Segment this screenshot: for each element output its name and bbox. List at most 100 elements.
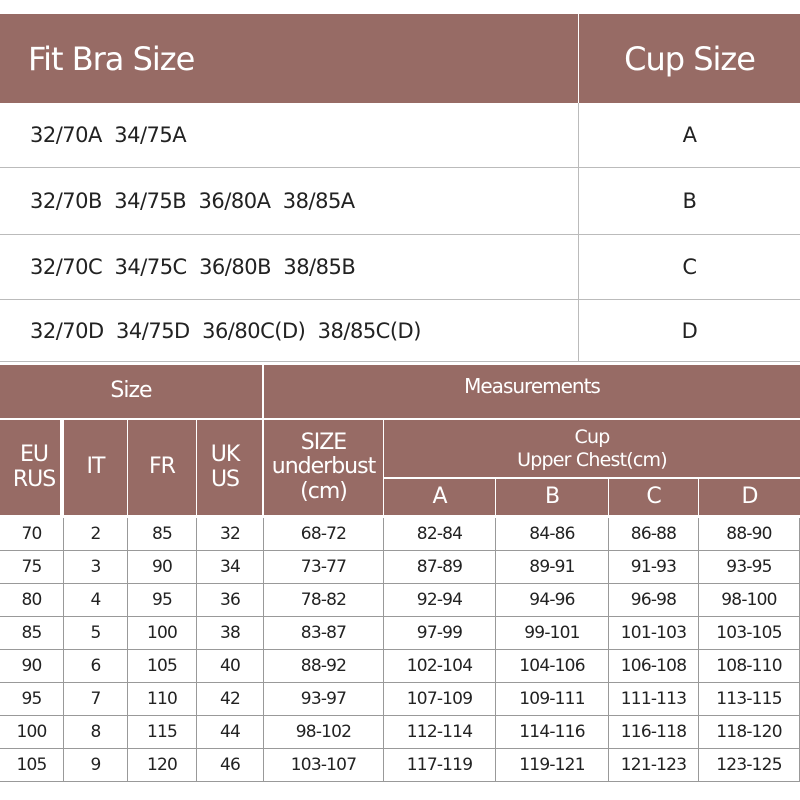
cup-d-cell: 88-90 (699, 518, 800, 551)
uk-cell: 44 (197, 716, 264, 749)
fr-cell: 90 (128, 551, 197, 584)
underbust-cell: 93-97 (264, 683, 384, 716)
it-cell: 9 (64, 749, 128, 782)
fr-cell: 120 (128, 749, 197, 782)
cup-a-header: A (384, 479, 495, 515)
fit-row: 32/70A 34/75A (0, 103, 578, 168)
fr-cell: 100 (128, 617, 197, 650)
underbust-cell: 73-77 (264, 551, 384, 584)
fit-row: 32/70B 34/75B 36/80A 38/85A (0, 168, 578, 235)
eu-cell: 100 (0, 716, 64, 749)
cup-d-cell: 118-120 (699, 716, 800, 749)
header-text: Fit Bra Size (28, 39, 195, 78)
eu-cell: 85 (0, 617, 64, 650)
cup-d-header: D (699, 479, 800, 515)
fit-row: 32/70D 34/75D 36/80C(D) 38/85C(D) (0, 300, 578, 362)
it-cell: 2 (64, 518, 128, 551)
cup-b-cell: 114-116 (496, 716, 609, 749)
eu-cell: 95 (0, 683, 64, 716)
cup-c-header: C (609, 479, 698, 515)
cup-d-cell: 93-95 (699, 551, 800, 584)
upper-chest-label: Upper Chest(cm) (517, 448, 668, 471)
eu-cell: 75 (0, 551, 64, 584)
it-cell: 3 (64, 551, 128, 584)
it-cell: 5 (64, 617, 128, 650)
uk-cell: 42 (197, 683, 264, 716)
size-group-header: Size (0, 365, 262, 418)
cup-c-cell: 116-118 (609, 716, 699, 749)
cup-a-cell: 112-114 (384, 716, 496, 749)
cup-a-cell: 102-104 (384, 650, 496, 683)
cup-letter: B (682, 189, 697, 213)
cup-b-cell: 99-101 (496, 617, 609, 650)
cup-c-cell: 106-108 (609, 650, 699, 683)
fit-sizes: 32/70D 34/75D 36/80C(D) 38/85C(D) (30, 318, 421, 343)
cup-cell: B (578, 168, 800, 235)
fr-cell: 95 (128, 584, 197, 617)
fr-cell: 85 (128, 518, 197, 551)
cup-b-cell: 84-86 (496, 518, 609, 551)
cup-a-cell: 117-119 (384, 749, 496, 782)
eu-cell: 70 (0, 518, 64, 551)
cup-d-cell: 113-115 (699, 683, 800, 716)
fr-cell: 115 (128, 716, 197, 749)
uk-cell: 46 (197, 749, 264, 782)
cup-d-cell: 98-100 (699, 584, 800, 617)
underbust-header: SIZE underbust (cm) (264, 420, 383, 515)
eu-cell: 80 (0, 584, 64, 617)
cup-c-cell: 86-88 (609, 518, 699, 551)
underbust-cell: 103-107 (264, 749, 384, 782)
fit-row: 32/70C 34/75C 36/80B 38/85B (0, 235, 578, 300)
it-header: IT (64, 420, 127, 515)
underbust-cell: 68-72 (264, 518, 384, 551)
fr-header: FR (128, 420, 196, 515)
underbust-cell: 78-82 (264, 584, 384, 617)
cup-cell: D (578, 300, 800, 362)
measurements-group-header: Measurements (264, 365, 800, 418)
cup-a-cell: 92-94 (384, 584, 496, 617)
cup-b-cell: 104-106 (496, 650, 609, 683)
cup-b-cell: 109-111 (496, 683, 609, 716)
eu-rus-header: EU RUS (0, 420, 60, 515)
cup-a-cell: 107-109 (384, 683, 496, 716)
cup-letter: A (682, 123, 697, 147)
underbust-cell: 98-102 (264, 716, 384, 749)
eu-cell: 90 (0, 650, 64, 683)
cup-a-cell: 87-89 (384, 551, 496, 584)
it-cell: 4 (64, 584, 128, 617)
cup-label: Cup (574, 425, 611, 448)
fit-sizes: 32/70B 34/75B 36/80A 38/85A (30, 189, 355, 213)
uk-cell: 34 (197, 551, 264, 584)
it-cell: 7 (64, 683, 128, 716)
underbust-cell: 88-92 (264, 650, 384, 683)
cup-b-cell: 119-121 (496, 749, 609, 782)
fit-bra-size-header: Fit Bra Size (0, 14, 578, 103)
cup-a-cell: 97-99 (384, 617, 496, 650)
it-cell: 8 (64, 716, 128, 749)
cup-cell: A (578, 103, 800, 168)
cup-b-cell: 94-96 (496, 584, 609, 617)
fr-cell: 110 (128, 683, 197, 716)
cup-d-cell: 103-105 (699, 617, 800, 650)
cup-b-header: B (496, 479, 608, 515)
uk-us-header: UK US (205, 420, 245, 515)
uk-cell: 40 (197, 650, 264, 683)
cup-b-cell: 89-91 (496, 551, 609, 584)
cup-d-cell: 123-125 (699, 749, 800, 782)
cup-c-cell: 96-98 (609, 584, 699, 617)
underbust-cell: 83-87 (264, 617, 384, 650)
cup-a-cell: 82-84 (384, 518, 496, 551)
it-cell: 6 (64, 650, 128, 683)
cup-d-cell: 108-110 (699, 650, 800, 683)
cup-size-header: Cup Size (579, 14, 800, 103)
cup-c-cell: 111-113 (609, 683, 699, 716)
cup-letter: D (681, 318, 698, 343)
fit-sizes: 32/70A 34/75A (30, 123, 187, 147)
eu-cell: 105 (0, 749, 64, 782)
header-text: Cup Size (624, 39, 756, 78)
cup-header: Cup Upper Chest(cm) (384, 420, 800, 477)
cup-c-cell: 121-123 (609, 749, 699, 782)
uk-cell: 32 (197, 518, 264, 551)
cup-c-cell: 101-103 (609, 617, 699, 650)
uk-cell: 38 (197, 617, 264, 650)
